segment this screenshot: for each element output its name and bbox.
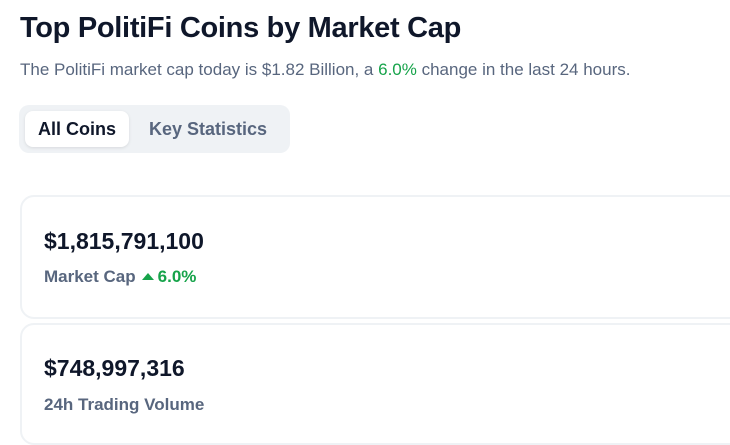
tab-all-coins[interactable]: All Coins xyxy=(25,111,130,147)
market-cap-value: $1,815,791,100 xyxy=(44,228,204,254)
market-cap-label: Market Cap xyxy=(44,267,136,286)
trading-volume-value: $748,997,316 xyxy=(44,355,185,381)
caret-up-icon xyxy=(141,272,154,280)
page-title: Top PolitiFi Coins by Market Cap xyxy=(20,12,462,44)
market-cap-label-row: Market Cap 6.0% xyxy=(44,267,196,287)
tab-bar: All Coins Key Statistics xyxy=(19,105,290,153)
page-subtitle: The PolitiFi market cap today is $1.82 B… xyxy=(20,60,630,80)
trading-volume-card: $748,997,316 24h Trading Volume xyxy=(20,323,730,445)
tab-key-statistics[interactable]: Key Statistics xyxy=(149,119,268,139)
trading-volume-label: 24h Trading Volume xyxy=(44,395,205,414)
subtitle-text-end: change in the last 24 hours. xyxy=(416,60,631,79)
market-cap-card: $1,815,791,100 Market Cap 6.0% xyxy=(20,195,730,319)
subtitle-change: 6.0% xyxy=(378,60,417,79)
subtitle-text: The PolitiFi market cap today is $1.82 B… xyxy=(20,60,379,79)
market-cap-change: 6.0% xyxy=(157,267,197,286)
